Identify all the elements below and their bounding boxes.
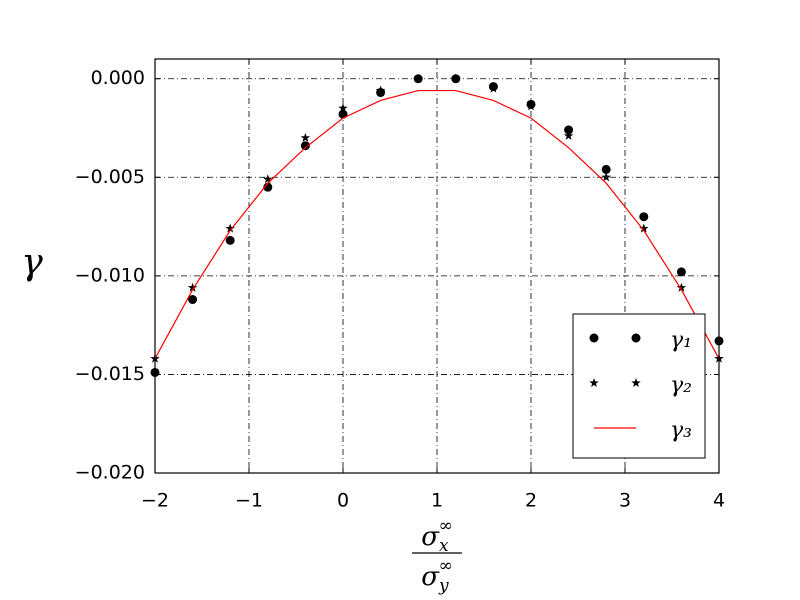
point (601, 164, 611, 174)
y-tick-label: −0.010 (75, 264, 145, 286)
point (413, 73, 423, 83)
x-label-sub: x (439, 536, 449, 556)
x-tick-label: 4 (713, 490, 725, 512)
x-tick-label: 0 (337, 490, 349, 512)
point (526, 101, 536, 111)
point (375, 85, 386, 95)
legend-label: γ₁ (670, 328, 692, 353)
legend-label: γ₃ (670, 418, 692, 443)
y-axis-label: γ (21, 242, 43, 283)
legend-marker (589, 378, 599, 388)
legend-marker (631, 378, 641, 388)
x-tick-label: 1 (431, 490, 443, 512)
x-label-sub: y (438, 576, 449, 596)
legend-marker (631, 333, 641, 343)
point (338, 109, 348, 119)
x-label-symbol: σ (421, 522, 440, 552)
point (564, 125, 574, 135)
y-tick-label: −0.020 (75, 462, 145, 484)
x-tick-label: −1 (235, 490, 263, 512)
point (300, 132, 311, 142)
point (639, 212, 649, 222)
x-axis-label: σy∞ (421, 556, 453, 596)
point (187, 282, 198, 292)
point (225, 223, 235, 233)
x-axis-label: σx∞ (421, 516, 453, 556)
y-tick-label: 0.000 (91, 67, 145, 89)
point (563, 130, 574, 140)
x-label-sup: ∞ (439, 556, 453, 576)
point (263, 182, 273, 192)
point (300, 141, 310, 151)
point (639, 223, 649, 233)
point (338, 103, 348, 113)
point (451, 73, 461, 83)
x-label-sup: ∞ (439, 516, 453, 536)
y-tick-label: −0.005 (75, 166, 145, 188)
point (488, 83, 499, 93)
legend-marker (589, 333, 599, 343)
x-tick-label: 2 (525, 490, 537, 512)
point (263, 174, 273, 184)
x-tick-label: 3 (619, 490, 631, 512)
point (601, 172, 611, 182)
series-line (154, 89, 720, 359)
legend-label: γ₂ (670, 373, 692, 398)
point (676, 282, 687, 292)
point (225, 235, 235, 245)
y-tick-label: −0.015 (75, 363, 145, 385)
x-label-symbol: σ (421, 562, 440, 592)
point (676, 267, 686, 277)
plot-frame (154, 58, 720, 474)
x-tick-label: −2 (141, 490, 169, 512)
point (188, 295, 198, 305)
